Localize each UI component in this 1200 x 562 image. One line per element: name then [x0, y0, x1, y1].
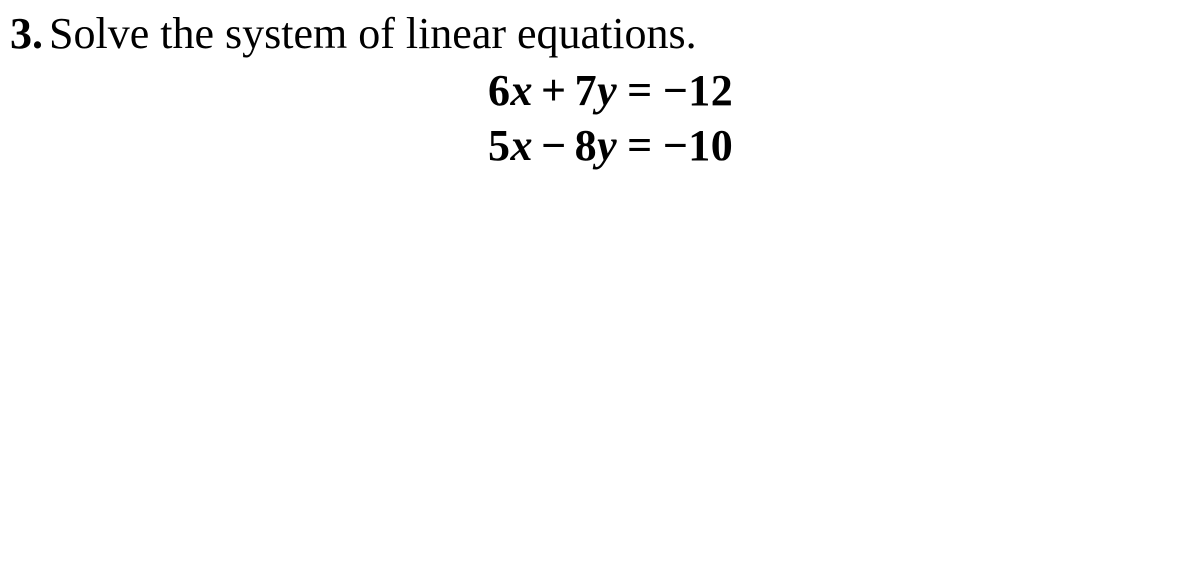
operator: − — [541, 118, 567, 173]
problem-number: 3. — [10, 9, 43, 58]
rhs-value: −10 — [663, 121, 734, 170]
variable-x: x — [511, 66, 534, 115]
equations-block: 6x+7y=−12 5x−8y=−10 — [10, 63, 1190, 173]
equals-sign: = — [627, 118, 653, 173]
problem-container: 3.Solve the system of linear equations. … — [0, 0, 1200, 181]
variable-x: x — [511, 121, 534, 170]
operator: + — [541, 63, 567, 118]
rhs-value: −12 — [663, 66, 734, 115]
coef-1: 5 — [488, 121, 511, 170]
equals-sign: = — [627, 63, 653, 118]
coef-2: 7 — [575, 66, 598, 115]
equation-row: 5x−8y=−10 — [488, 118, 1190, 173]
coef-1: 6 — [488, 66, 511, 115]
equation-row: 6x+7y=−12 — [488, 63, 1190, 118]
variable-y: y — [597, 121, 617, 170]
problem-prompt-line: 3.Solve the system of linear equations. — [10, 8, 1190, 61]
problem-prompt-text: Solve the system of linear equations. — [49, 9, 697, 58]
coef-2: 8 — [575, 121, 598, 170]
variable-y: y — [597, 66, 617, 115]
